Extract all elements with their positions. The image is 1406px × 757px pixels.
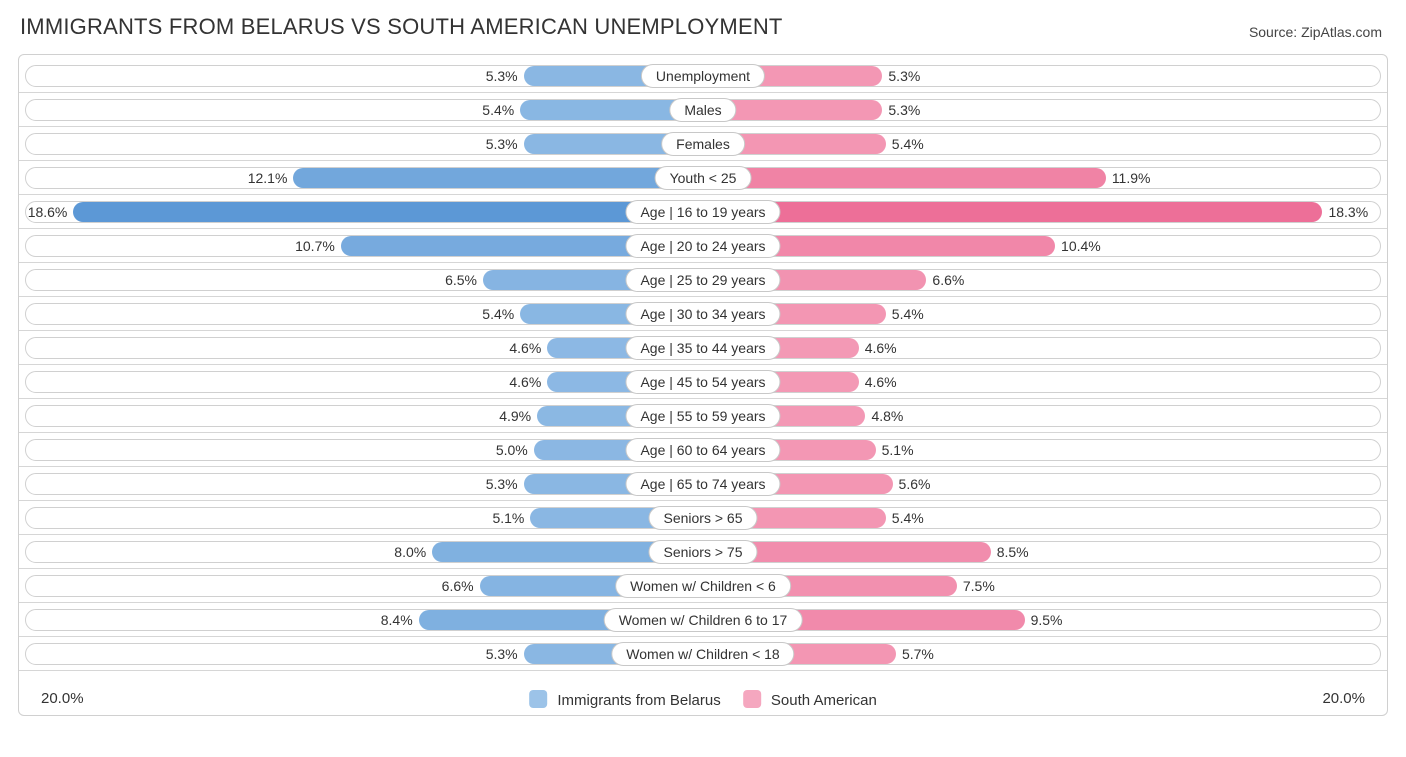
- chart-row: 12.1% 11.9% Youth < 25: [19, 161, 1387, 195]
- category-label: Seniors > 65: [649, 506, 758, 530]
- category-label: Unemployment: [641, 64, 765, 88]
- category-label: Youth < 25: [655, 166, 752, 190]
- value-label-left: 6.6%: [442, 576, 474, 596]
- value-label-right: 4.6%: [865, 372, 897, 392]
- category-label: Age | 30 to 34 years: [625, 302, 780, 326]
- axis-max-right: 20.0%: [1322, 690, 1365, 707]
- value-label-left: 5.0%: [496, 440, 528, 460]
- chart-source: Source: ZipAtlas.com: [1249, 24, 1382, 40]
- bar-left: [73, 202, 703, 222]
- value-label-right: 9.5%: [1031, 610, 1063, 630]
- chart-row: 8.0% 8.5% Seniors > 75: [19, 535, 1387, 569]
- chart-row: 6.6% 7.5% Women w/ Children < 6: [19, 569, 1387, 603]
- legend-label-right: South American: [771, 692, 877, 709]
- chart-row: 4.9% 4.8% Age | 55 to 59 years: [19, 399, 1387, 433]
- value-label-left: 4.6%: [509, 338, 541, 358]
- value-label-right: 5.4%: [892, 508, 924, 528]
- value-label-left: 18.6%: [28, 202, 68, 222]
- chart-row: 18.6% 18.3% Age | 16 to 19 years: [19, 195, 1387, 229]
- value-label-right: 5.6%: [899, 474, 931, 494]
- value-label-right: 8.5%: [997, 542, 1029, 562]
- category-label: Age | 25 to 29 years: [625, 268, 780, 292]
- axis-max-left: 20.0%: [41, 690, 84, 707]
- chart-row: 6.5% 6.6% Age | 25 to 29 years: [19, 263, 1387, 297]
- value-label-right: 18.3%: [1328, 202, 1368, 222]
- value-label-left: 6.5%: [445, 270, 477, 290]
- value-label-left: 5.1%: [492, 508, 524, 528]
- legend-item-right: South American: [743, 690, 877, 709]
- category-label: Age | 65 to 74 years: [625, 472, 780, 496]
- value-label-right: 5.4%: [892, 304, 924, 324]
- value-label-left: 4.9%: [499, 406, 531, 426]
- value-label-right: 10.4%: [1061, 236, 1101, 256]
- value-label-right: 4.6%: [865, 338, 897, 358]
- category-label: Age | 45 to 54 years: [625, 370, 780, 394]
- value-label-right: 5.1%: [882, 440, 914, 460]
- legend-swatch-left: [529, 690, 547, 708]
- chart-row: 4.6% 4.6% Age | 35 to 44 years: [19, 331, 1387, 365]
- value-label-left: 5.3%: [486, 644, 518, 664]
- legend-swatch-right: [743, 690, 761, 708]
- category-label: Males: [669, 98, 736, 122]
- chart-row: 4.6% 4.6% Age | 45 to 54 years: [19, 365, 1387, 399]
- category-label: Seniors > 75: [649, 540, 758, 564]
- value-label-right: 11.9%: [1112, 168, 1151, 188]
- value-label-left: 4.6%: [509, 372, 541, 392]
- chart-row: 5.3% 5.3% Unemployment: [19, 59, 1387, 93]
- category-label: Age | 16 to 19 years: [625, 200, 780, 224]
- chart-row: 8.4% 9.5% Women w/ Children 6 to 17: [19, 603, 1387, 637]
- chart-row: 5.3% 5.4% Females: [19, 127, 1387, 161]
- value-label-left: 10.7%: [295, 236, 335, 256]
- category-label: Age | 20 to 24 years: [625, 234, 780, 258]
- value-label-left: 5.3%: [486, 66, 518, 86]
- chart-row: 5.3% 5.7% Women w/ Children < 18: [19, 637, 1387, 671]
- bar-left: [293, 168, 703, 188]
- chart-row: 5.3% 5.6% Age | 65 to 74 years: [19, 467, 1387, 501]
- category-label: Women w/ Children 6 to 17: [604, 608, 803, 632]
- bar-right: [703, 202, 1322, 222]
- category-label: Age | 35 to 44 years: [625, 336, 780, 360]
- chart-row: 10.7% 10.4% Age | 20 to 24 years: [19, 229, 1387, 263]
- chart-title: IMMIGRANTS FROM BELARUS VS SOUTH AMERICA…: [20, 14, 783, 40]
- value-label-right: 5.7%: [902, 644, 934, 664]
- category-label: Women w/ Children < 18: [611, 642, 794, 666]
- value-label-right: 5.4%: [892, 134, 924, 154]
- value-label-left: 12.1%: [248, 168, 288, 188]
- value-label-left: 8.4%: [381, 610, 413, 630]
- chart-row: 5.4% 5.4% Age | 30 to 34 years: [19, 297, 1387, 331]
- value-label-right: 5.3%: [888, 100, 920, 120]
- value-label-right: 4.8%: [871, 406, 903, 426]
- legend-label-left: Immigrants from Belarus: [557, 692, 720, 709]
- value-label-left: 5.4%: [482, 304, 514, 324]
- chart-row: 5.4% 5.3% Males: [19, 93, 1387, 127]
- value-label-right: 7.5%: [963, 576, 995, 596]
- row-divider: [19, 670, 1387, 671]
- value-label-left: 5.3%: [486, 134, 518, 154]
- category-label: Women w/ Children < 6: [615, 574, 791, 598]
- bar-right: [703, 168, 1106, 188]
- value-label-left: 5.4%: [482, 100, 514, 120]
- chart-row: 5.1% 5.4% Seniors > 65: [19, 501, 1387, 535]
- chart-row: 5.0% 5.1% Age | 60 to 64 years: [19, 433, 1387, 467]
- value-label-right: 6.6%: [932, 270, 964, 290]
- category-label: Females: [661, 132, 745, 156]
- value-label-left: 5.3%: [486, 474, 518, 494]
- chart-area: 5.3%5.3%Unemployment5.4%5.3%Males5.3%5.4…: [18, 54, 1388, 716]
- legend: Immigrants from Belarus South American: [529, 690, 877, 709]
- category-label: Age | 60 to 64 years: [625, 438, 780, 462]
- value-label-right: 5.3%: [888, 66, 920, 86]
- legend-item-left: Immigrants from Belarus: [529, 690, 721, 709]
- category-label: Age | 55 to 59 years: [625, 404, 780, 428]
- value-label-left: 8.0%: [394, 542, 426, 562]
